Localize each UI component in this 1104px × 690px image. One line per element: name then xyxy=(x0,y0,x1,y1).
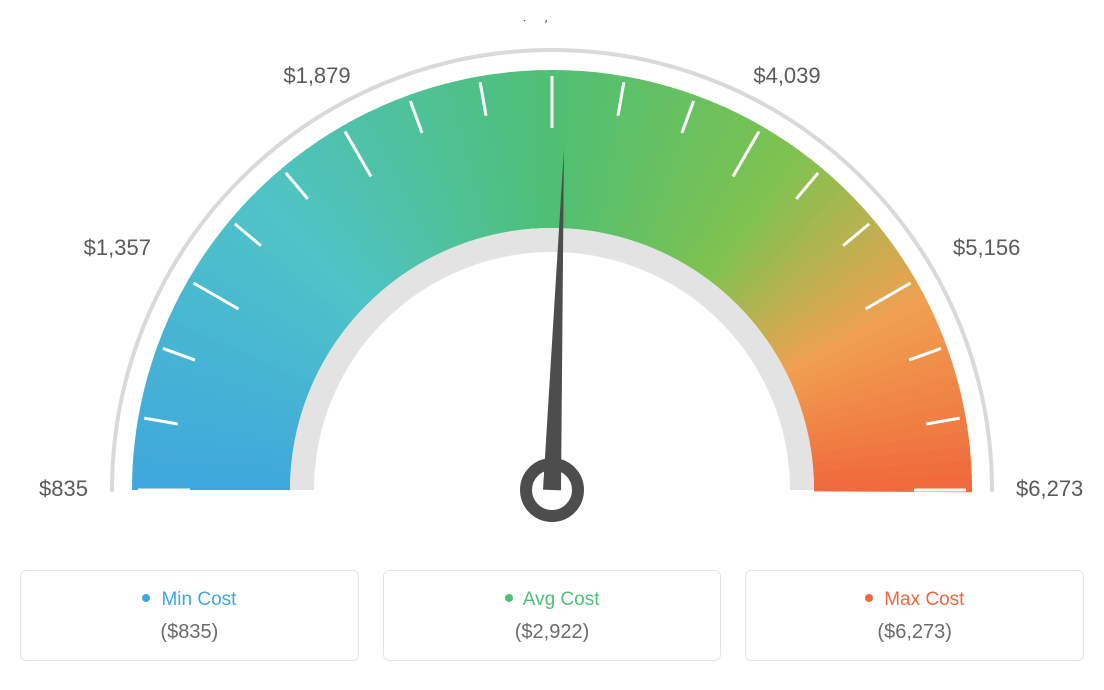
legend-value-avg: ($2,922) xyxy=(404,621,701,644)
gauge-svg: $835 $1,357 $1,879 $2,922 $4,039 $5,156 $6,273 xyxy=(20,20,1084,540)
legend-value-max: ($6,273) xyxy=(766,621,1063,644)
legend-dot-min xyxy=(142,594,150,602)
gauge-tick-label: $2,922 xyxy=(518,20,585,25)
legend-dot-avg xyxy=(505,594,513,602)
gauge-tick-label: $5,156 xyxy=(953,235,1020,260)
legend-card-avg: Avg Cost ($2,922) xyxy=(383,570,722,661)
legend-row: Min Cost ($835) Avg Cost ($2,922) Max Co… xyxy=(20,570,1084,661)
gauge-tick-label: $4,039 xyxy=(753,63,820,88)
gauge-tick-label: $1,357 xyxy=(84,235,151,260)
legend-value-min: ($835) xyxy=(41,621,338,644)
legend-label-avg: Avg Cost xyxy=(404,589,701,611)
cost-gauge-chart: $835 $1,357 $1,879 $2,922 $4,039 $5,156 $6,273… xyxy=(20,20,1084,661)
legend-card-min: Min Cost ($835) xyxy=(20,570,359,661)
gauge-tick-label: $1,879 xyxy=(283,63,350,88)
legend-text-max: Max Cost xyxy=(884,589,964,610)
legend-dot-max xyxy=(865,594,873,602)
legend-label-min: Min Cost xyxy=(41,589,338,611)
legend-card-max: Max Cost ($6,273) xyxy=(745,570,1084,661)
legend-label-max: Max Cost xyxy=(766,589,1063,611)
gauge-tick-label: $835 xyxy=(39,476,88,501)
legend-text-min: Min Cost xyxy=(161,589,236,610)
legend-text-avg: Avg Cost xyxy=(523,589,600,610)
gauge-tick-label: $6,273 xyxy=(1016,476,1083,501)
